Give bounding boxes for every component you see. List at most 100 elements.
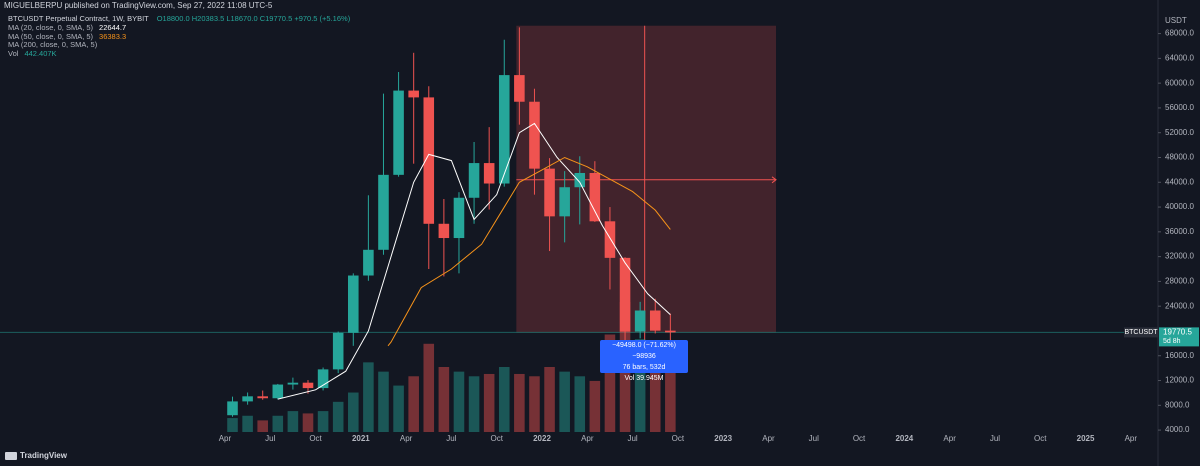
volume-bar	[483, 373, 495, 432]
candle-body	[604, 221, 616, 258]
volume-bar	[272, 415, 284, 432]
volume-bar	[332, 401, 344, 432]
x-tick-label: Oct	[490, 434, 503, 443]
x-tick-label: Apr	[581, 434, 594, 443]
x-tick-label: 2021	[352, 434, 370, 443]
volume-bar	[468, 376, 480, 432]
x-tick-label: Jul	[990, 434, 1000, 443]
volume-bar	[498, 367, 510, 432]
candle-body	[438, 223, 450, 239]
candle-body	[393, 90, 404, 175]
y-tick-label: 52000.0	[1165, 128, 1194, 137]
candle-body	[483, 163, 495, 184]
candle-body	[348, 275, 359, 333]
x-tick-label: Apr	[1125, 434, 1138, 443]
legend-value: 22644.7	[99, 23, 127, 32]
last-price-label: 19770.5	[1163, 327, 1192, 336]
y-tick-label: 24000.0	[1165, 301, 1194, 310]
measure-line: 76 bars, 532d	[622, 364, 666, 371]
candle-body	[287, 382, 299, 385]
measure-arrow	[771, 176, 777, 184]
candle-body	[589, 172, 601, 222]
symbol-legend: BTCUSDT Perpetual Contract, 1W, BYBIT O1…	[8, 14, 350, 23]
x-tick-label: Apr	[219, 434, 232, 443]
ma-line	[277, 122, 671, 400]
y-tick-label: 16000.0	[1165, 351, 1194, 360]
volume-bar	[559, 371, 570, 432]
legend-name: MA (200, close, 0, SMA, 5)	[8, 40, 98, 50]
measure-area	[516, 25, 777, 333]
y-tick-label: 68000.0	[1165, 29, 1194, 38]
brand-logo	[5, 452, 17, 460]
volume-bar	[393, 385, 404, 432]
volume-bar	[514, 373, 525, 432]
legend-name: MA (50, close, 0, SMA, 5)	[8, 31, 94, 41]
volume-bar	[634, 339, 646, 432]
volume-bar	[574, 376, 586, 432]
candle-body	[649, 310, 661, 331]
candle-body	[634, 310, 646, 332]
x-tick-label: Apr	[762, 434, 775, 443]
candle-body	[544, 168, 555, 217]
volume-bar	[544, 367, 555, 432]
volume-bar	[453, 371, 465, 432]
x-tick-label: Oct	[853, 434, 866, 443]
legend-entry: MA (20, close, 0, SMA, 5) 22644.7	[8, 23, 126, 32]
volume-bar	[408, 376, 419, 432]
candle-body	[498, 75, 510, 184]
volume-bar	[302, 413, 314, 432]
ma-line	[387, 156, 671, 347]
y-tick-label: 56000.0	[1165, 103, 1194, 112]
y-tick-label: 8000.0	[1165, 400, 1190, 409]
measure-label: −49498.0 (−71.62%) −98936 76 bars, 532d …	[600, 340, 688, 382]
y-tick-label: 60000.0	[1165, 78, 1194, 87]
legend-name: Vol	[8, 49, 19, 59]
countdown-label: 5d 8h	[1163, 338, 1181, 345]
x-tick-label: Oct	[1034, 434, 1047, 443]
y-tick-label: 36000.0	[1165, 227, 1194, 236]
legend-value: 442.407K	[24, 49, 57, 59]
candle-body	[302, 382, 314, 389]
x-tick-label: 2024	[895, 434, 913, 443]
x-tick-label: Apr	[943, 434, 956, 443]
volume-bar	[242, 415, 253, 432]
x-tick-label: Oct	[309, 434, 322, 443]
candle-body	[332, 332, 344, 370]
y-tick-label: 40000.0	[1165, 202, 1194, 211]
candle-body	[423, 97, 435, 224]
x-tick-label: Jul	[446, 434, 456, 443]
ohlc-text: O18800.0 H20383.5 L18670.0 C19770.5 +970…	[156, 14, 351, 23]
legend-entry: MA (50, close, 0, SMA, 5) 36383.3	[8, 32, 126, 41]
last-price-box	[1159, 327, 1199, 347]
volume-bar	[423, 343, 435, 432]
candle-body	[242, 396, 253, 402]
volume-bar	[257, 420, 268, 432]
legend-value: 36383.3	[99, 31, 127, 41]
candle-body	[574, 172, 586, 188]
candle-body	[272, 384, 284, 399]
candle-body	[468, 163, 480, 198]
x-tick-label: Oct	[672, 434, 685, 443]
legend-entry: Vol 442.407K	[8, 49, 57, 58]
volume-bar	[378, 371, 389, 432]
measure-line: Vol 39.945M	[624, 375, 664, 382]
candle-body	[257, 396, 268, 399]
candle-body	[317, 369, 329, 389]
candle-body	[665, 330, 676, 333]
volume-bar	[227, 418, 238, 432]
candle-body	[514, 75, 525, 102]
candle-body	[408, 90, 419, 98]
volume-bar	[665, 371, 676, 432]
candle-body	[378, 174, 389, 250]
y-tick-label: 28000.0	[1165, 277, 1194, 286]
volume-bar	[438, 367, 450, 432]
volume-bar	[317, 411, 329, 432]
candle-body	[227, 401, 238, 416]
symbol-title: BTCUSDT Perpetual Contract, 1W, BYBIT	[8, 14, 149, 23]
candle-body	[559, 187, 570, 217]
candle-body	[619, 257, 631, 332]
volume-bar	[287, 411, 299, 432]
volume-bar	[529, 376, 540, 432]
